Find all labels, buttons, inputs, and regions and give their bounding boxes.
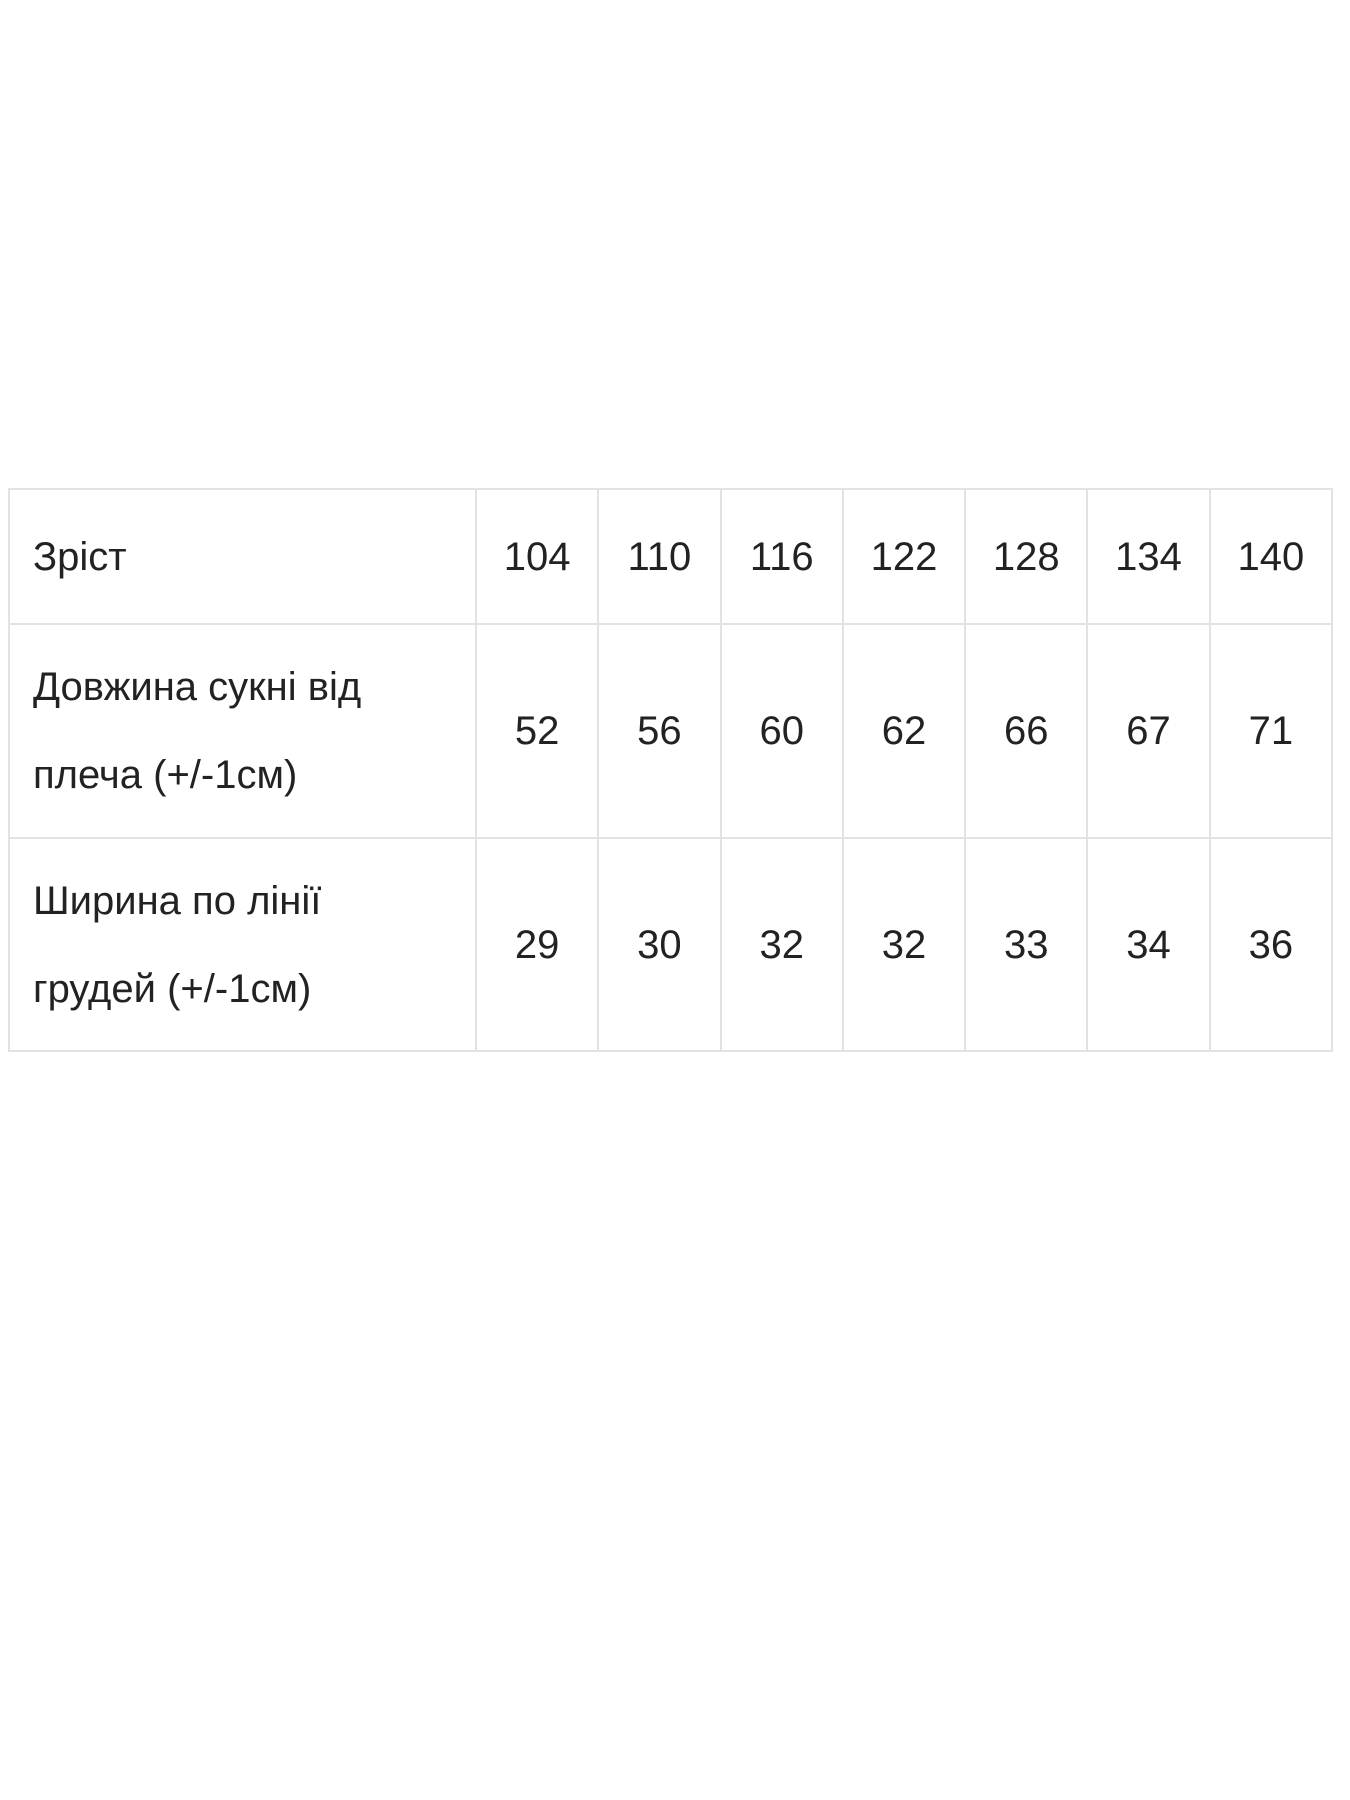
size-table: Зріст 104 110 116 122 128 134 140 Довжин… xyxy=(8,488,1334,1052)
height-value: 128 xyxy=(964,488,1089,625)
height-value: 140 xyxy=(1208,488,1334,625)
chest-width-value: 32 xyxy=(719,837,844,1052)
chest-width-value: 36 xyxy=(1208,837,1334,1052)
table-row-dress-length: Довжина сукні від плеча (+/-1см) 52 56 6… xyxy=(8,623,1334,839)
height-value: 110 xyxy=(597,488,722,625)
height-value: 116 xyxy=(719,488,844,625)
chest-width-value: 33 xyxy=(964,837,1089,1052)
height-value: 104 xyxy=(474,488,600,625)
height-value: 134 xyxy=(1086,488,1211,625)
chest-width-value: 30 xyxy=(597,837,722,1052)
row-label-chest-width: Ширина по лінії грудей (+/-1см) xyxy=(8,837,477,1052)
row-label-height: Зріст xyxy=(8,488,477,625)
table-row-height: Зріст 104 110 116 122 128 134 140 xyxy=(8,488,1334,625)
dress-length-value: 52 xyxy=(474,623,600,839)
chest-width-value: 29 xyxy=(474,837,600,1052)
dress-length-value: 66 xyxy=(964,623,1089,839)
dress-length-value: 71 xyxy=(1208,623,1334,839)
dress-length-value: 56 xyxy=(597,623,722,839)
dress-length-value: 60 xyxy=(719,623,844,839)
chest-width-value: 34 xyxy=(1086,837,1211,1052)
row-label-dress-length: Довжина сукні від плеча (+/-1см) xyxy=(8,623,477,839)
dress-length-value: 62 xyxy=(841,623,967,839)
dress-length-value: 67 xyxy=(1086,623,1211,839)
chest-width-value: 32 xyxy=(841,837,967,1052)
table-row-chest-width: Ширина по лінії грудей (+/-1см) 29 30 32… xyxy=(8,837,1334,1052)
height-value: 122 xyxy=(841,488,967,625)
size-chart: Зріст 104 110 116 122 128 134 140 Довжин… xyxy=(8,488,1334,1052)
